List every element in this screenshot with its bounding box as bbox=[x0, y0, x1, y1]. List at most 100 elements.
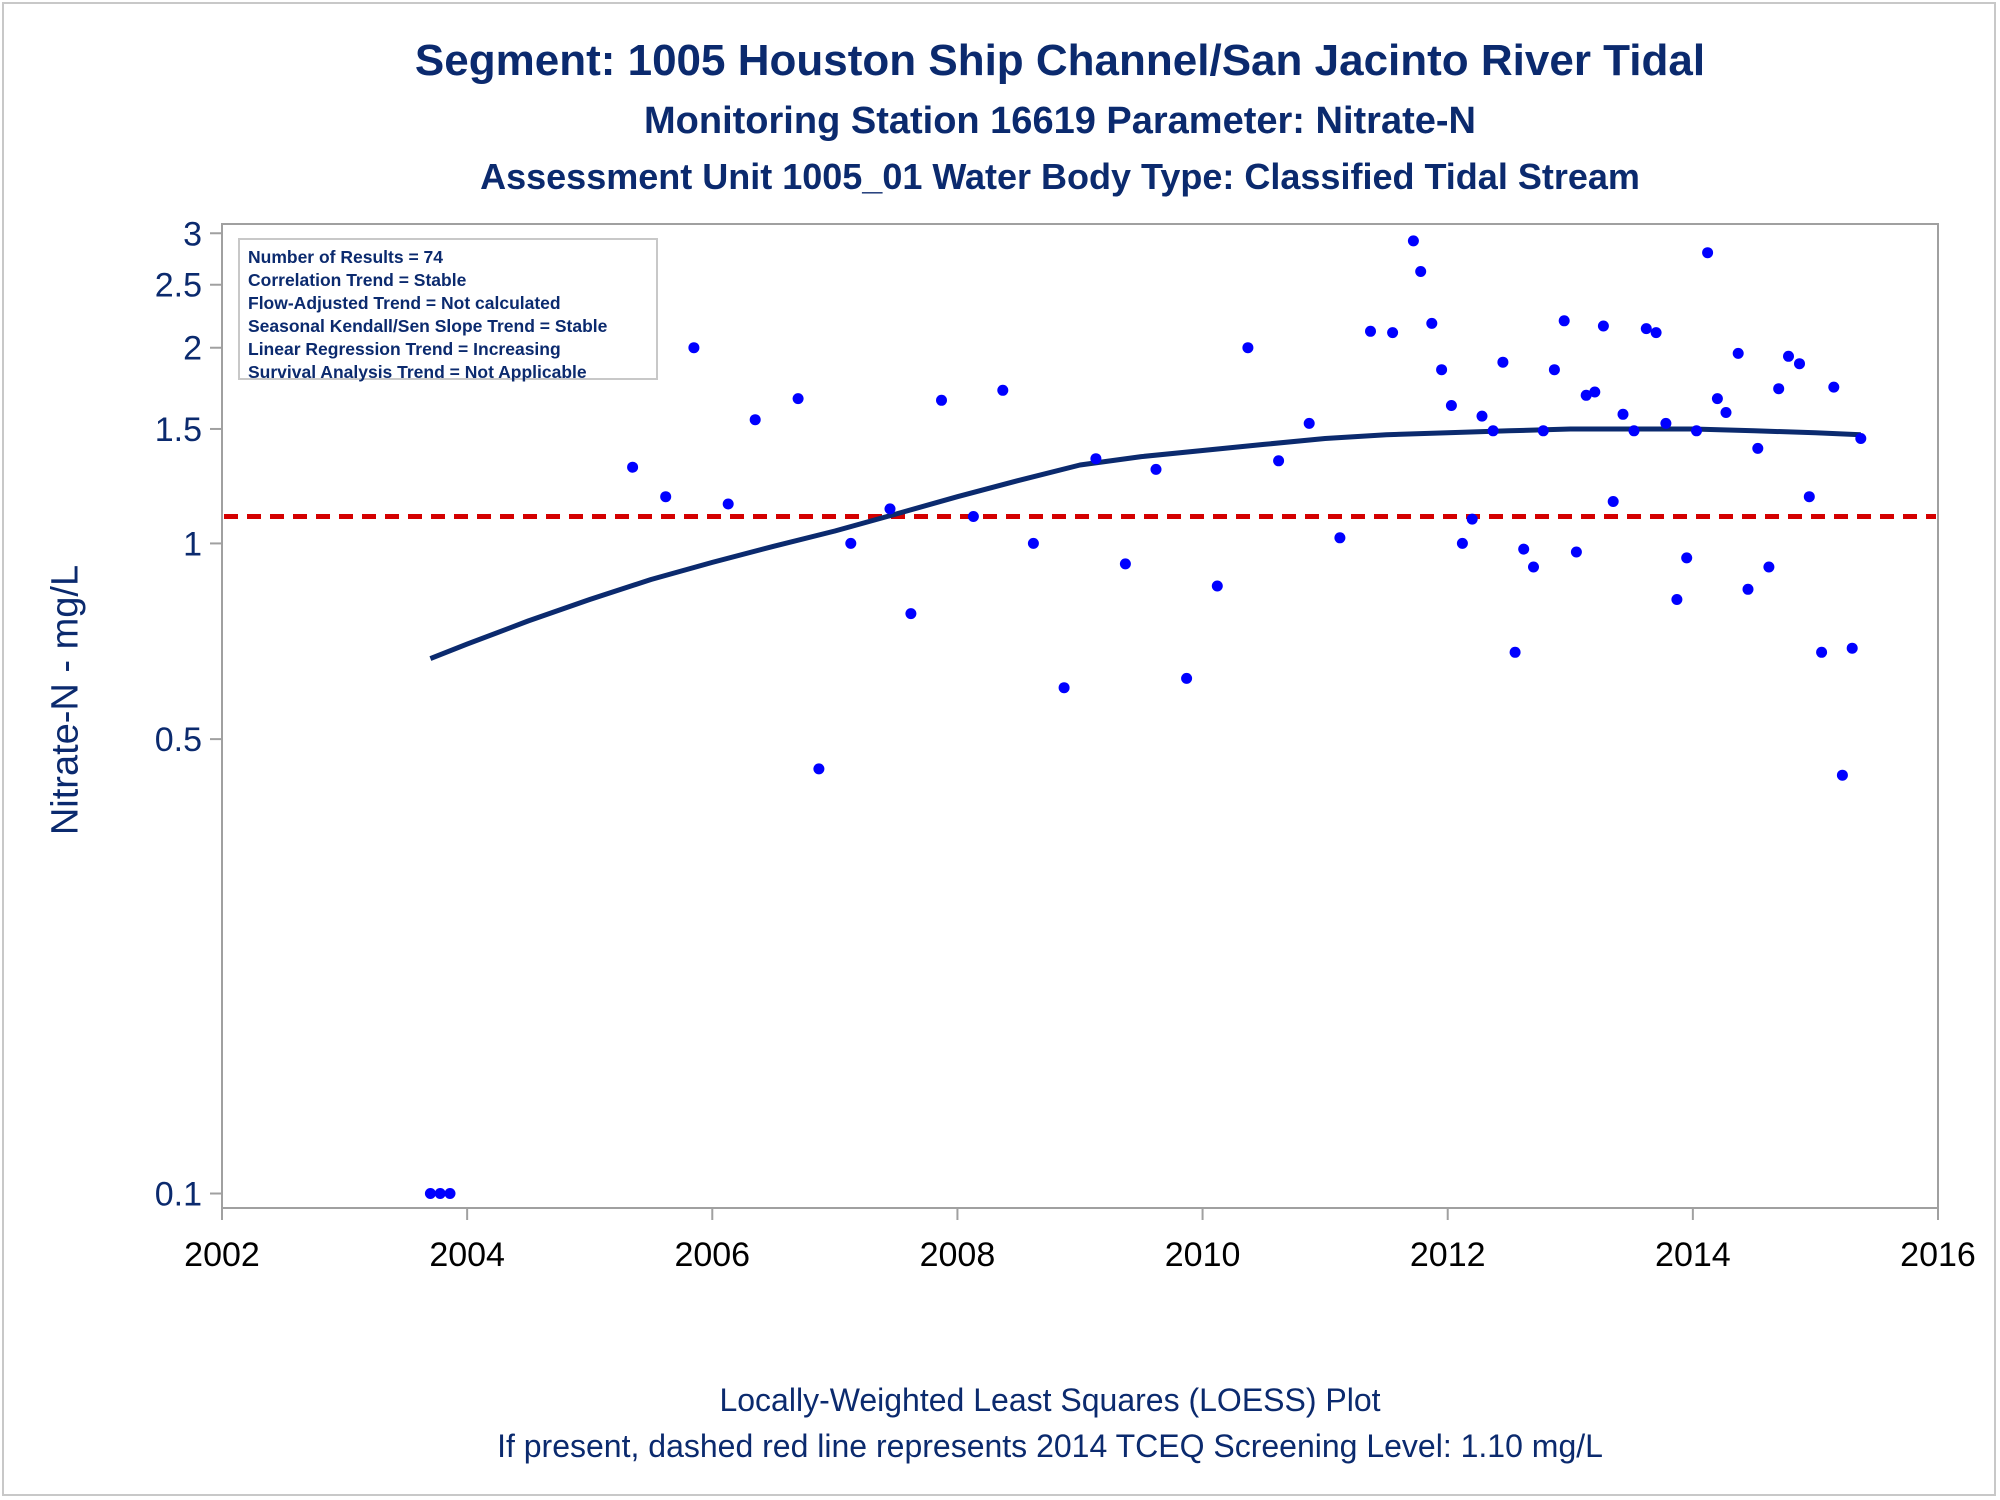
data-point bbox=[792, 393, 804, 405]
data-point bbox=[1497, 356, 1509, 368]
data-point bbox=[1303, 417, 1315, 429]
data-point bbox=[1671, 594, 1683, 605]
data-point bbox=[1027, 537, 1039, 549]
data-point bbox=[1783, 350, 1794, 362]
x-tick-label: 2016 bbox=[1900, 1236, 1976, 1274]
data-point bbox=[813, 763, 825, 775]
data-point bbox=[1773, 383, 1785, 395]
data-point bbox=[1509, 646, 1521, 658]
stat-number-of-results: Number of Results = 74 bbox=[248, 247, 443, 267]
data-point bbox=[1415, 266, 1427, 277]
data-point bbox=[434, 1188, 446, 1199]
data-point bbox=[444, 1188, 456, 1199]
data-point bbox=[967, 511, 979, 522]
data-points bbox=[424, 235, 1867, 1199]
data-point bbox=[1181, 672, 1193, 684]
data-point bbox=[1558, 315, 1570, 327]
stat-linear-regression-trend: Linear Regression Trend = Increasing bbox=[248, 339, 561, 359]
data-point bbox=[1407, 235, 1419, 247]
data-point bbox=[1456, 537, 1468, 549]
data-point bbox=[1150, 463, 1162, 475]
data-point bbox=[1487, 425, 1499, 437]
plot-area bbox=[221, 223, 1939, 1209]
data-point bbox=[1617, 408, 1629, 420]
footnote-screening-level: If present, dashed red line represents 2… bbox=[497, 1428, 1603, 1464]
x-tick-label: 2004 bbox=[429, 1236, 505, 1274]
data-point bbox=[1518, 543, 1530, 555]
data-point bbox=[660, 491, 672, 503]
data-point bbox=[1387, 327, 1399, 339]
data-point bbox=[1742, 583, 1754, 595]
data-point bbox=[1570, 546, 1582, 558]
data-point bbox=[1691, 425, 1702, 437]
data-point bbox=[1607, 496, 1619, 507]
data-point bbox=[1628, 425, 1640, 437]
data-point bbox=[884, 503, 896, 515]
data-point bbox=[845, 537, 857, 549]
x-tick-label: 2014 bbox=[1655, 1236, 1731, 1274]
x-axis: 2002 2004 2006 2008 2010 2012 2014 2016 bbox=[184, 1208, 1976, 1274]
data-point bbox=[1426, 317, 1438, 329]
data-point bbox=[1597, 320, 1609, 332]
chart-title: Segment: 1005 Houston Ship Channel/San J… bbox=[414, 36, 1706, 85]
data-point bbox=[1528, 561, 1539, 573]
data-point bbox=[1273, 455, 1285, 467]
data-point bbox=[1660, 417, 1672, 429]
data-point bbox=[688, 342, 700, 354]
data-point bbox=[1828, 381, 1840, 393]
stat-seasonal-kendall-trend: Seasonal Kendall/Sen Slope Trend = Stabl… bbox=[248, 316, 608, 336]
data-point bbox=[905, 608, 917, 620]
y-tick-label: 0.5 bbox=[155, 721, 202, 759]
data-point bbox=[1058, 682, 1070, 694]
data-point bbox=[1090, 453, 1102, 465]
data-point bbox=[1445, 400, 1457, 411]
y-axis-label: Nitrate-N - mg/L bbox=[44, 564, 87, 836]
data-point bbox=[1752, 442, 1764, 454]
data-point bbox=[1334, 532, 1346, 544]
y-tick-label: 3 bbox=[183, 215, 202, 253]
data-point bbox=[1836, 769, 1848, 781]
chart-subtitle: Monitoring Station 16619 Parameter: Nitr… bbox=[644, 100, 1476, 142]
data-point bbox=[1589, 386, 1601, 398]
x-tick-label: 2002 bbox=[184, 1236, 260, 1274]
data-point bbox=[1365, 325, 1376, 337]
y-axis: 0.1 0.5 1 1.5 2 2.5 3 bbox=[155, 215, 222, 1214]
data-point bbox=[1466, 513, 1478, 525]
data-point bbox=[1211, 580, 1223, 592]
x-tick-label: 2006 bbox=[674, 1236, 750, 1274]
data-point bbox=[1803, 491, 1815, 503]
data-point bbox=[1794, 358, 1805, 370]
data-point bbox=[1119, 558, 1131, 570]
data-point bbox=[1476, 410, 1488, 422]
data-point bbox=[1436, 364, 1448, 376]
x-tick-label: 2010 bbox=[1165, 1236, 1241, 1274]
chart-subtitle-2: Assessment Unit 1005_01 Water Body Type:… bbox=[480, 156, 1640, 197]
data-point bbox=[424, 1188, 436, 1199]
y-tick-label: 0.1 bbox=[155, 1176, 202, 1214]
data-point bbox=[1720, 407, 1732, 418]
data-point bbox=[1702, 247, 1714, 259]
stat-survival-analysis-trend: Survival Analysis Trend = Not Applicable bbox=[248, 362, 587, 382]
stat-correlation-trend: Correlation Trend = Stable bbox=[248, 270, 467, 290]
y-tick-label: 1.5 bbox=[155, 411, 202, 449]
data-point bbox=[1681, 552, 1693, 564]
trend-stats-box: Number of Results = 74 Correlation Trend… bbox=[238, 238, 658, 382]
data-point bbox=[627, 461, 639, 473]
data-point bbox=[1816, 646, 1828, 658]
data-point bbox=[1732, 347, 1744, 359]
data-point bbox=[722, 498, 734, 510]
data-point bbox=[1537, 425, 1549, 437]
data-point bbox=[1640, 323, 1652, 335]
data-point bbox=[1650, 327, 1662, 339]
data-point bbox=[1548, 364, 1560, 376]
data-point bbox=[749, 414, 761, 426]
data-point bbox=[936, 394, 947, 406]
data-point bbox=[997, 384, 1009, 396]
stat-flow-adjusted-trend: Flow-Adjusted Trend = Not calculated bbox=[248, 293, 561, 313]
footnote-plot-type: Locally-Weighted Least Squares (LOESS) P… bbox=[719, 1382, 1381, 1418]
data-point bbox=[1242, 342, 1254, 354]
x-tick-label: 2008 bbox=[920, 1236, 996, 1274]
data-point bbox=[1711, 393, 1723, 405]
y-tick-label: 2 bbox=[183, 330, 202, 368]
